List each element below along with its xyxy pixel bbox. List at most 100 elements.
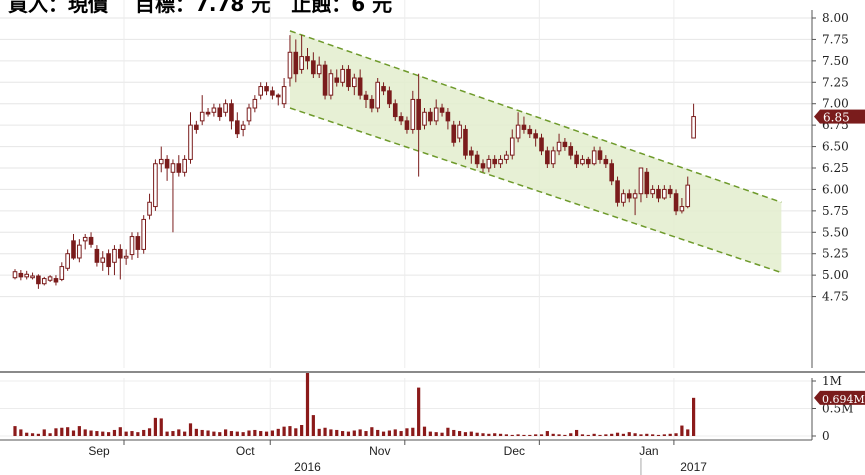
- candle-body: [597, 150, 603, 160]
- candle-body: [410, 98, 416, 130]
- volume-bar: [575, 429, 579, 436]
- candle: [650, 185, 655, 198]
- candle-body: [194, 124, 199, 130]
- candle: [363, 90, 369, 108]
- candle: [299, 35, 304, 74]
- volume-bar: [235, 431, 239, 436]
- channel-lower-line: [289, 107, 782, 274]
- candle: [88, 232, 94, 248]
- axes: [0, 10, 865, 475]
- candle-body: [545, 150, 550, 165]
- candle: [679, 198, 685, 214]
- candle-body: [474, 154, 480, 165]
- candle: [112, 245, 117, 276]
- candle: [129, 232, 135, 260]
- candle: [445, 108, 451, 130]
- candle: [568, 142, 574, 160]
- candle-body: [229, 103, 234, 122]
- candle-body: [492, 158, 497, 165]
- volume-bar: [153, 417, 157, 436]
- candle: [311, 52, 316, 78]
- candle: [398, 112, 404, 126]
- volume-bar: [95, 431, 99, 436]
- volume-bar: [294, 428, 298, 436]
- candle-body: [404, 120, 410, 130]
- volume-bar: [621, 433, 625, 436]
- candle-body: [580, 158, 585, 165]
- volume-bar: [352, 430, 356, 436]
- volume-bar: [323, 427, 327, 436]
- candle: [340, 65, 345, 87]
- candle: [65, 249, 70, 271]
- candle: [246, 103, 252, 126]
- candle: [381, 82, 386, 96]
- volume-bar: [142, 429, 146, 436]
- volume-bar: [510, 434, 514, 436]
- candle-body: [398, 116, 404, 122]
- volume-bar: [42, 429, 46, 436]
- candle-body: [550, 150, 556, 165]
- volume-bar: [417, 387, 421, 436]
- candle: [205, 108, 211, 117]
- candle: [509, 129, 515, 160]
- volume-bar: [481, 433, 485, 436]
- last-volume-label: 0.694M: [822, 393, 865, 406]
- volume-bar: [364, 431, 368, 436]
- volume-bar: [592, 433, 596, 436]
- volume-bar: [264, 431, 269, 436]
- candle: [422, 108, 427, 130]
- price-tick-label: 6.50: [822, 140, 849, 154]
- volume-bar: [259, 431, 263, 436]
- volume-bar: [563, 434, 567, 436]
- volume-bar: [282, 426, 286, 436]
- candle-body: [12, 271, 18, 279]
- last-price-badge: [820, 109, 865, 124]
- candle-body: [486, 158, 492, 169]
- price-channel: [289, 30, 782, 274]
- volume-bar: [253, 429, 257, 436]
- volume-bar: [586, 434, 590, 436]
- candle: [533, 129, 538, 147]
- candle: [662, 185, 667, 200]
- volume-bar: [71, 430, 76, 436]
- candle: [521, 116, 527, 134]
- candle: [673, 189, 679, 216]
- candle: [71, 234, 76, 260]
- candle: [480, 159, 486, 173]
- year-label: 2016: [294, 460, 321, 474]
- candle: [621, 189, 626, 207]
- candle: [235, 112, 240, 138]
- price-tick-label: 6.25: [822, 161, 849, 175]
- candle: [474, 150, 480, 168]
- candle: [194, 120, 199, 134]
- candle-body: [47, 276, 53, 281]
- volume-bar: [381, 431, 386, 436]
- volume-bar: [206, 430, 210, 436]
- volume-bar: [89, 430, 93, 436]
- candle-body: [352, 77, 357, 88]
- candle: [352, 73, 357, 96]
- candle-body: [287, 51, 293, 79]
- candle: [667, 185, 673, 198]
- candle-body: [158, 158, 164, 165]
- volume-bar: [668, 433, 672, 436]
- candle-body: [439, 107, 445, 113]
- last-volume-badge: [820, 390, 865, 405]
- candle: [229, 99, 234, 130]
- candle: [404, 116, 410, 134]
- candle-body: [562, 141, 568, 148]
- candle: [18, 270, 24, 281]
- candle-body: [182, 158, 187, 173]
- candle: [586, 156, 591, 168]
- candle: [158, 146, 164, 173]
- candle-body: [240, 124, 246, 130]
- candle-body: [106, 253, 111, 268]
- volume-bar: [580, 434, 585, 436]
- candle-body: [275, 94, 281, 98]
- volume-bar: [674, 433, 678, 436]
- candle-body: [498, 158, 503, 165]
- candle-body: [381, 86, 386, 92]
- candle-body: [170, 163, 176, 173]
- candle-body: [88, 236, 94, 245]
